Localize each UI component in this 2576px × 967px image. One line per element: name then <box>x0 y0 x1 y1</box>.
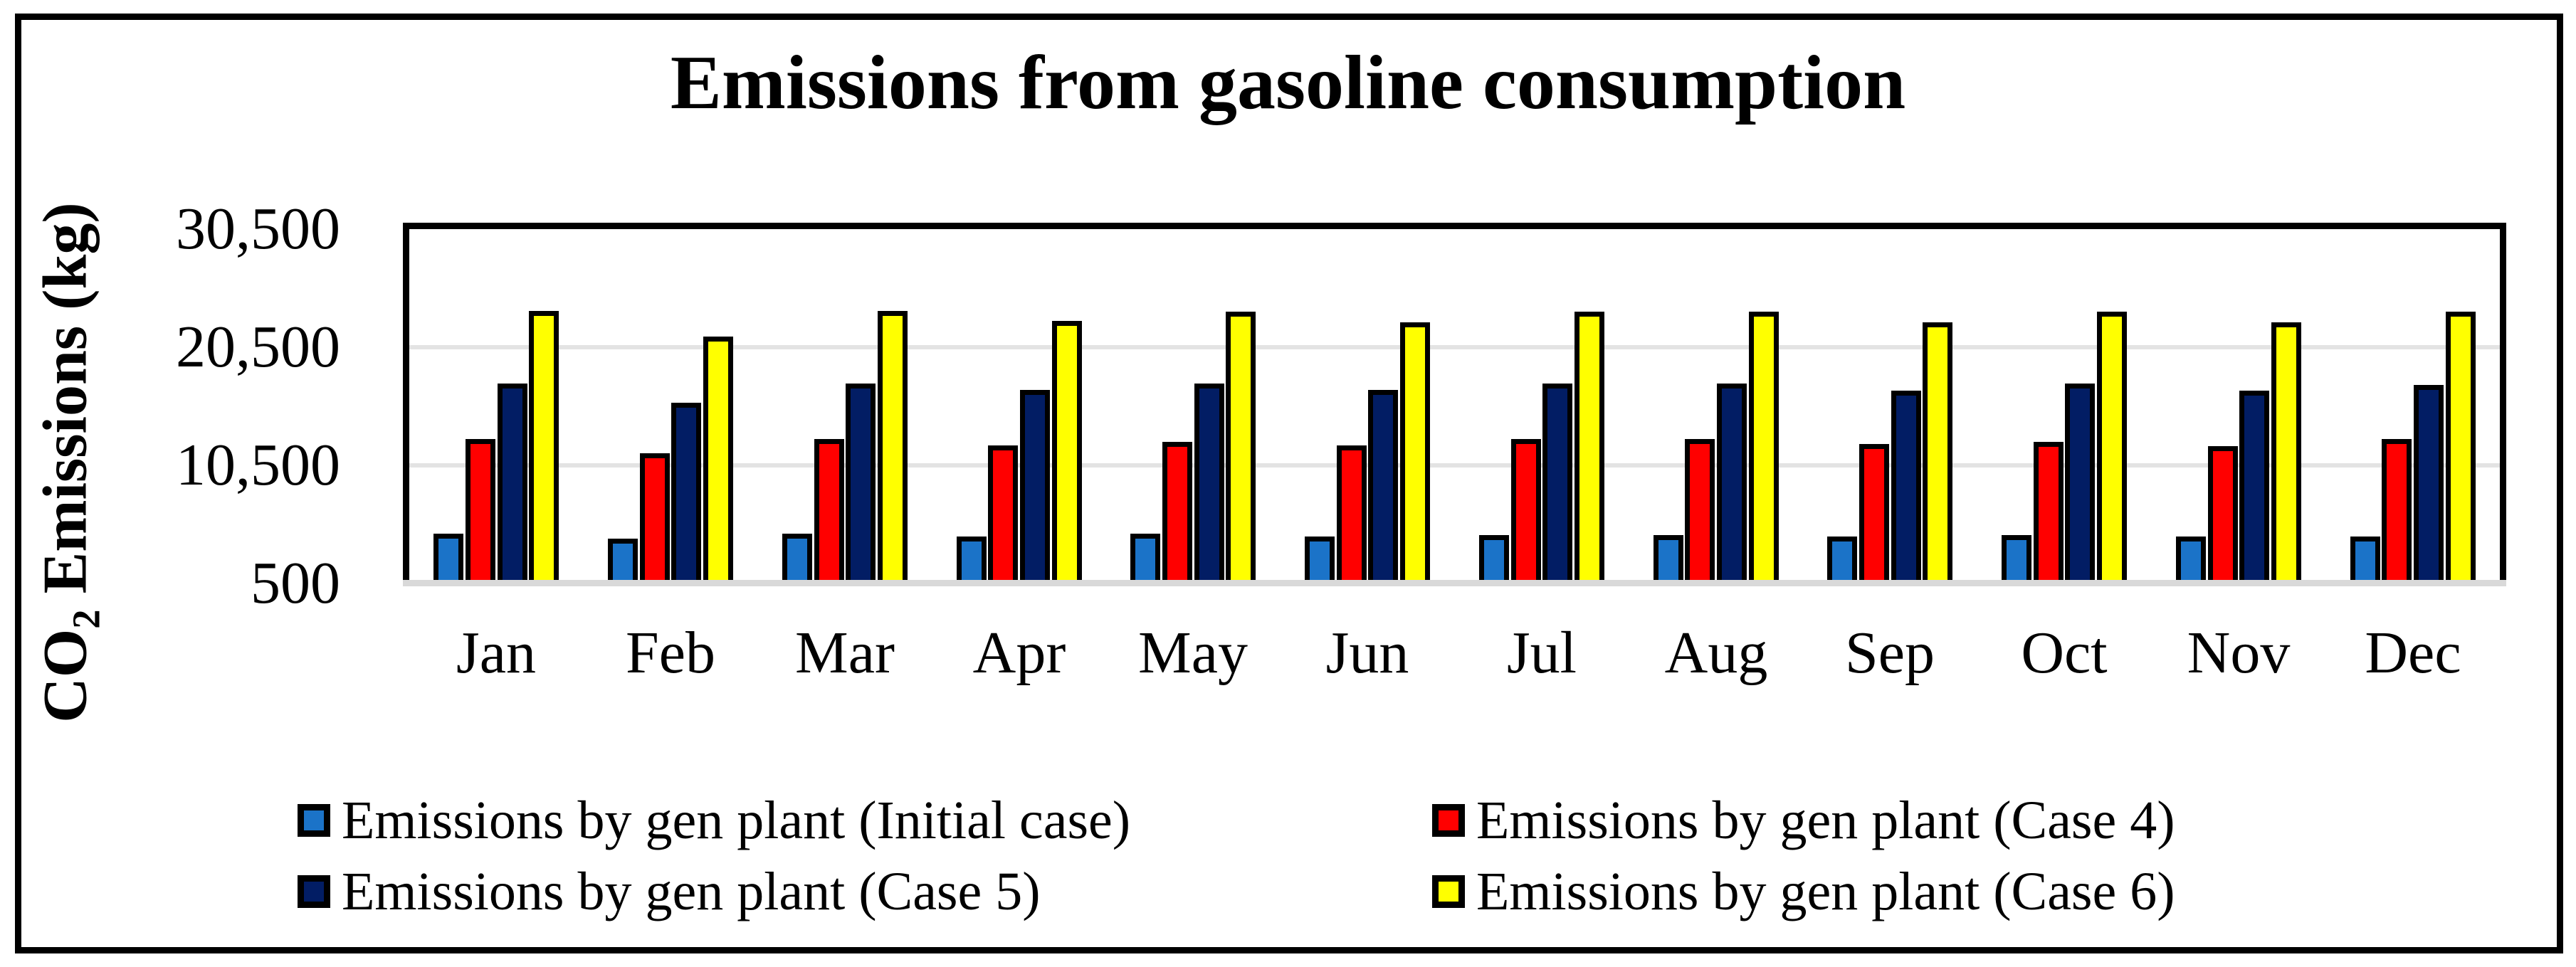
bar-mar-series2 <box>814 439 844 583</box>
x-tick-label-aug: Aug <box>1664 620 1768 686</box>
bar-dec-series1 <box>2350 537 2380 583</box>
x-tick-label-mar: Mar <box>795 620 895 686</box>
bar-apr-series2 <box>988 445 1018 583</box>
y-tick-label-30500: 30,500 <box>176 196 340 262</box>
bar-may-series2 <box>1162 442 1192 583</box>
bar-jan-series4 <box>529 311 559 583</box>
bar-sep-series1 <box>1827 537 1857 583</box>
x-tick-label-nov: Nov <box>2187 620 2291 686</box>
bar-oct-series4 <box>2097 312 2127 583</box>
y-axis-title-units: Emissions (kg) <box>31 202 100 610</box>
legend-marker-4 <box>1432 875 1465 908</box>
bar-apr-series1 <box>957 537 987 583</box>
bar-nov-series4 <box>2271 322 2301 583</box>
bar-jul-series4 <box>1574 312 1604 583</box>
bar-may-series4 <box>1226 312 1256 583</box>
bar-feb-series1 <box>608 539 638 583</box>
legend-label-2: Emissions by gen plant (Case 4) <box>1476 791 2175 850</box>
bar-oct-series3 <box>2065 384 2095 583</box>
bar-nov-series2 <box>2208 446 2238 583</box>
x-tick-label-oct: Oct <box>2021 620 2108 686</box>
y-tick-label-10500: 10,500 <box>176 432 340 498</box>
y-axis-title: CO2 Emissions (kg) <box>30 202 109 722</box>
x-tick-label-jan: Jan <box>456 620 536 686</box>
bar-jun-series1 <box>1305 537 1335 583</box>
bar-dec-series2 <box>2382 439 2412 583</box>
bar-dec-series4 <box>2446 312 2476 583</box>
bar-jun-series2 <box>1337 445 1367 583</box>
x-tick-label-feb: Feb <box>626 620 715 686</box>
bar-may-series3 <box>1194 384 1224 583</box>
legend-label-3: Emissions by gen plant (Case 5) <box>342 862 1041 921</box>
bar-nov-series3 <box>2239 391 2269 583</box>
y-tick-label-20500: 20,500 <box>176 314 340 380</box>
bar-mar-series3 <box>846 384 876 583</box>
gridline-20500 <box>409 345 2500 349</box>
legend-label-4: Emissions by gen plant (Case 6) <box>1476 862 2175 921</box>
bar-aug-series4 <box>1749 312 1779 583</box>
bar-aug-series2 <box>1685 439 1715 583</box>
legend-marker-2 <box>1432 804 1465 837</box>
bar-dec-series3 <box>2414 385 2444 583</box>
bar-sep-series3 <box>1891 391 1921 583</box>
x-axis-line <box>403 580 2506 586</box>
y-tick-label-500: 500 <box>251 550 340 616</box>
bar-jan-series2 <box>466 439 495 583</box>
bar-jul-series2 <box>1511 439 1541 583</box>
figure-frame <box>15 14 2563 953</box>
bar-oct-series1 <box>2002 535 2031 583</box>
bar-aug-series1 <box>1654 535 1683 583</box>
bar-jul-series3 <box>1542 384 1572 583</box>
x-tick-label-sep: Sep <box>1845 620 1935 686</box>
x-tick-label-may: May <box>1138 620 1248 686</box>
plot-border <box>403 223 2506 583</box>
bar-aug-series3 <box>1717 384 1747 583</box>
chart-title: Emissions from gasoline consumption <box>670 41 1906 125</box>
bar-apr-series3 <box>1020 390 1050 583</box>
bar-jul-series1 <box>1479 535 1509 583</box>
bar-feb-series3 <box>671 403 701 583</box>
bar-jan-series3 <box>498 384 527 583</box>
legend-marker-1 <box>298 804 330 837</box>
legend-label-1: Emissions by gen plant (Initial case) <box>342 791 1131 850</box>
x-tick-label-apr: Apr <box>972 620 1066 686</box>
bar-may-series1 <box>1130 534 1160 583</box>
legend-marker-3 <box>298 875 330 908</box>
bar-sep-series4 <box>1923 322 1952 583</box>
x-tick-label-jun: Jun <box>1325 620 1409 686</box>
bar-jun-series4 <box>1400 322 1430 583</box>
bar-nov-series1 <box>2176 537 2206 583</box>
bar-mar-series4 <box>878 311 908 583</box>
bar-jan-series1 <box>433 534 463 583</box>
bar-apr-series4 <box>1052 321 1082 583</box>
bar-mar-series1 <box>782 534 812 583</box>
bar-jun-series3 <box>1368 390 1398 583</box>
y-axis-title-text: CO <box>31 628 100 723</box>
bar-feb-series2 <box>640 453 670 583</box>
bar-sep-series2 <box>1859 444 1889 583</box>
x-tick-label-jul: Jul <box>1506 620 1577 686</box>
gridline-10500 <box>409 463 2500 467</box>
x-tick-label-dec: Dec <box>2365 620 2461 686</box>
bar-feb-series4 <box>703 337 733 583</box>
bar-oct-series2 <box>2034 442 2064 583</box>
